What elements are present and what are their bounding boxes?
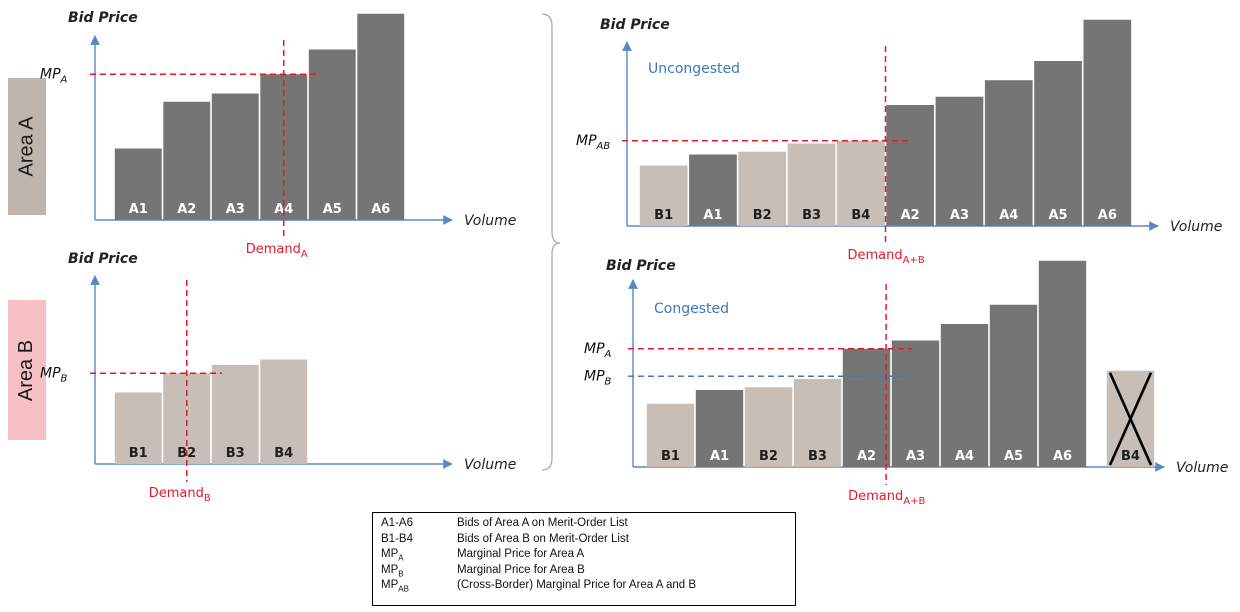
area-a-bar-a5 — [308, 49, 356, 220]
area-b-label: Area B — [8, 300, 46, 440]
congested-bar-label-a6: A6 — [1053, 449, 1072, 464]
uncongested-bar-label-a2: A2 — [901, 208, 920, 223]
congested-bar-a2 — [842, 348, 891, 467]
legend-description: Bids of Area A on Merit-Order List — [457, 517, 628, 529]
congested-bar-a1 — [695, 390, 744, 467]
area-a-bar-label-a6: A6 — [371, 202, 390, 217]
uncongested-bar-label-b1: B1 — [654, 208, 673, 223]
congested-bar-label-a5: A5 — [1004, 449, 1023, 464]
uncongested-bar-label-a1: A1 — [703, 208, 722, 223]
congested-bar-label-b4: B4 — [1121, 449, 1140, 464]
congested-marginal-price-b-label: MPB — [584, 368, 612, 387]
congested-bar-label-a3: A3 — [906, 449, 925, 464]
congested-bar-a4 — [940, 324, 989, 467]
congested-bar-label-a4: A4 — [955, 449, 974, 464]
area-a-bar-label-a3: A3 — [226, 202, 245, 217]
uncongested-bar-a6 — [1083, 19, 1132, 226]
panel-group-brace — [541, 13, 561, 471]
area-b-marginal-price-label: MPB — [40, 365, 68, 384]
uncongested-bar-a5 — [1034, 61, 1082, 226]
area-a-bar-a3 — [211, 93, 259, 220]
legend-description: (Cross-Border) Marginal Price for Area A… — [457, 579, 697, 592]
legend-row: MPB Marginal Price for Area B — [381, 563, 787, 579]
congested-bar-a6 — [1038, 260, 1087, 467]
uncongested-bar-b2 — [738, 151, 787, 226]
congested-excluded-cross-b — [1108, 372, 1153, 466]
legend-key: MPA — [381, 548, 404, 563]
congested-bar-b3 — [793, 379, 842, 467]
congested-bar-label-b2: B2 — [759, 449, 778, 464]
uncongested-bar-b3 — [787, 143, 836, 226]
area-a-demand-label: DemandA — [246, 242, 308, 260]
uncongested-state-annotation: Uncongested — [648, 61, 740, 77]
uncongested-bar-a3 — [935, 96, 984, 226]
area-b-bar-b3 — [211, 365, 259, 464]
area-b-bar-b1 — [114, 392, 162, 464]
uncongested-bar-b1 — [639, 165, 688, 226]
uncongested-bar-label-a4: A4 — [999, 208, 1018, 223]
congested-bar-label-a1: A1 — [710, 449, 729, 464]
legend-row: MPAB (Cross-Border) Marginal Price for Ar… — [381, 578, 787, 594]
uncongested-bar-label-a3: A3 — [950, 208, 969, 223]
uncongested-bar-a1 — [689, 154, 737, 226]
legend-key: MPAB — [381, 579, 409, 594]
legend: A1-A6 Bids of Area A on Merit-Order List B… — [372, 512, 796, 606]
legend-description: Bids of Area B on Merit-Order List — [457, 532, 629, 545]
uncongested-y-axis-label: Bid Price — [600, 17, 670, 33]
area-a-bar-a4 — [260, 74, 308, 220]
congested-bar-a5 — [989, 304, 1038, 467]
congested-bar-b1 — [646, 403, 695, 467]
area-b-bar-b4 — [260, 359, 308, 464]
congested-bar-label-b1: B1 — [661, 449, 680, 464]
uncongested-x-axis-label: Volume — [1170, 219, 1222, 235]
area-b-bar-label-b3: B3 — [226, 446, 245, 461]
congested-x-axis-label: Volume — [1176, 460, 1228, 476]
uncongested-bar-a2 — [886, 105, 934, 226]
area-b-bar-label-b1: B1 — [129, 446, 148, 461]
congested-bar-label-a2: A2 — [857, 449, 876, 464]
uncongested-bar-label-b2: B2 — [753, 208, 772, 223]
legend-description: Marginal Price for Area A — [457, 548, 585, 561]
legend-row: B1-B4 Bids of Area B on Merit-Order List — [381, 532, 787, 548]
uncongested-bar-label-b4: B4 — [851, 208, 870, 223]
legend-row: A1-A6 Bids of Area A on Merit-Order List — [381, 516, 787, 532]
area-b-y-axis-label: Bid Price — [68, 251, 138, 267]
legend-description: Marginal Price for Area B — [457, 563, 585, 576]
congested-state-annotation: Congested — [654, 301, 729, 317]
legend-key: MPB — [381, 563, 404, 579]
area-b-bar-label-b4: B4 — [274, 446, 293, 461]
area-a-bar-label-a4: A4 — [274, 202, 293, 217]
congested-bar-label-b3: B3 — [808, 449, 827, 464]
area-a-bar-a1 — [114, 148, 162, 220]
congested-demand-label: DemandA+B — [848, 489, 925, 507]
area-b-bar-b2 — [163, 373, 211, 464]
area-a-bar-label-a5: A5 — [323, 202, 342, 217]
uncongested-bar-a4 — [984, 80, 1033, 226]
uncongested-demand-label: DemandA+B — [848, 248, 925, 266]
uncongested-bar-label-b3: B3 — [802, 208, 821, 223]
congested-bar-b2 — [744, 387, 793, 467]
area-a-label: Area A — [8, 78, 46, 215]
uncongested-marginal-price-label: MPAB — [576, 133, 610, 152]
area-a-x-axis-label: Volume — [464, 213, 516, 229]
uncongested-bar-b4 — [837, 140, 885, 226]
area-b-x-axis-label: Volume — [464, 457, 516, 473]
uncongested-bar-label-a5: A5 — [1048, 208, 1067, 223]
congested-marginal-price-label: MPA — [584, 341, 612, 360]
legend-key: A1-A6 — [381, 517, 413, 529]
area-b-demand-label: DemandB — [149, 486, 211, 504]
area-a-marginal-price-label: MPA — [40, 66, 68, 85]
area-a-y-axis-label: Bid Price — [68, 10, 138, 26]
area-a-bar-label-a2: A2 — [177, 202, 196, 217]
congested-bar-a3 — [891, 340, 940, 467]
area-a-bar-a6 — [357, 13, 405, 220]
legend-key: B1-B4 — [381, 532, 413, 545]
legend-row: MPA Marginal Price for Area A — [381, 547, 787, 563]
congested-y-axis-label: Bid Price — [606, 258, 676, 274]
area-a-bar-a2 — [163, 101, 211, 220]
area-a-bar-label-a1: A1 — [129, 202, 148, 217]
uncongested-bar-label-a6: A6 — [1098, 208, 1117, 223]
